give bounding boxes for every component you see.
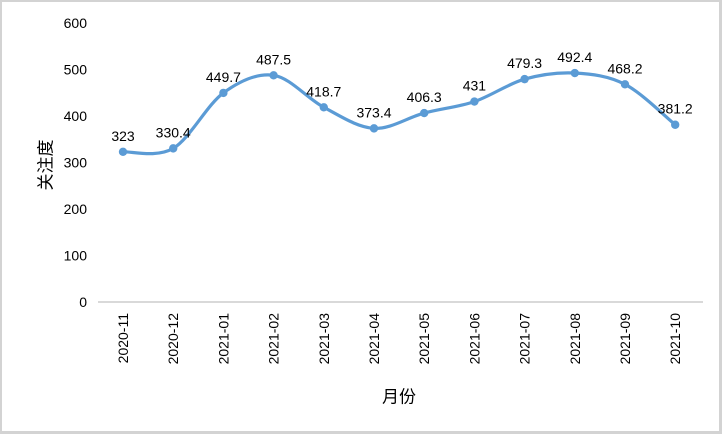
x-tick-label: 2021-09 (617, 313, 633, 365)
data-label: 418.7 (306, 83, 341, 99)
y-tick-label: 200 (64, 201, 88, 217)
data-label: 468.2 (607, 60, 642, 76)
y-tick-label: 0 (79, 294, 87, 310)
data-point-marker (671, 120, 680, 129)
data-point-marker (470, 97, 479, 106)
x-tick-label: 2020-11 (115, 313, 131, 364)
y-tick-label: 300 (64, 155, 88, 171)
data-label: 406.3 (407, 89, 442, 105)
x-tick-label: 2021-05 (416, 313, 432, 365)
data-point-marker (369, 124, 379, 133)
x-tick-label: 2021-10 (667, 313, 683, 365)
data-point-marker (570, 68, 579, 78)
data-point-marker (620, 80, 630, 89)
series-line (121, 71, 677, 156)
data-label: 449.7 (206, 69, 241, 85)
x-tick-label: 2021-06 (466, 313, 482, 365)
y-tick-label: 100 (64, 248, 88, 264)
x-tick-label: 2021-04 (366, 313, 382, 365)
data-point-marker (219, 88, 228, 98)
y-axis-title: 关注度 (36, 139, 57, 191)
data-label: 431 (463, 78, 487, 94)
data-point-marker (420, 108, 429, 118)
data-point-marker (520, 74, 529, 84)
data-label: 373.4 (356, 104, 391, 120)
data-label: 323 (111, 128, 135, 144)
x-axis-title: 月份 (382, 387, 416, 408)
data-label: 330.4 (156, 124, 191, 140)
data-point-marker (269, 71, 278, 80)
data-label: 487.5 (256, 51, 291, 67)
data-label: 479.3 (507, 55, 542, 71)
x-tick-label: 2021-01 (215, 313, 231, 365)
x-tick-label: 2021-03 (316, 313, 332, 365)
y-tick-label: 600 (64, 15, 88, 31)
data-point-marker (319, 103, 328, 112)
data-label: 381.2 (658, 101, 693, 117)
x-tick-label: 2020-12 (165, 313, 181, 365)
x-tick-label: 2021-07 (517, 313, 533, 365)
data-label: 492.4 (557, 49, 592, 65)
x-tick-label: 2021-02 (266, 313, 282, 365)
data-point-marker (118, 147, 128, 157)
data-point-marker (169, 144, 178, 153)
y-tick-label: 400 (64, 108, 88, 124)
y-tick-label: 500 (64, 62, 88, 78)
x-tick-label: 2021-08 (567, 313, 583, 365)
